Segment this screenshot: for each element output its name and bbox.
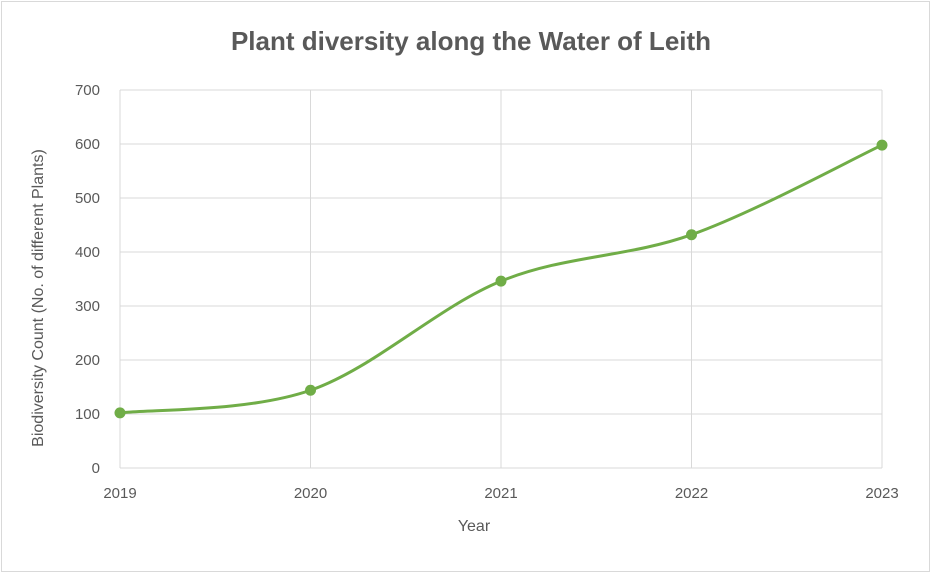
y-tick-label: 100 [75,406,100,423]
series-group [114,139,888,419]
grid-lines [119,89,883,469]
data-point-2021 [495,275,507,287]
y-tick-label: 200 [75,352,100,369]
chart-title: Plant diversity along the Water of Leith [231,26,711,56]
x-tick-label: 2021 [484,485,517,502]
data-point-2023 [876,139,888,151]
x-tick-label: 2020 [294,485,327,502]
y-tick-label: 600 [75,136,100,153]
y-tick-label: 500 [75,190,100,207]
y-tick-label: 400 [75,244,100,261]
data-point-2020 [305,384,316,396]
x-tick-label: 2022 [675,485,708,502]
y-axis-label: Biodiversity Count (No. of different Pla… [30,149,47,447]
y-tick-label: 0 [92,460,100,477]
y-tick-label: 300 [75,298,100,315]
data-point-2022 [686,229,697,241]
x-tick-label: 2019 [103,485,136,502]
x-axis-label: Year [458,518,491,535]
data-point-2019 [114,407,126,419]
y-tick-labels: 0 100 200 300 400 500 600 700 [75,82,100,477]
x-tick-label: 2023 [865,485,898,502]
x-tick-labels: 2019 2020 2021 2022 2023 [103,485,898,502]
y-tick-label: 700 [75,82,100,99]
